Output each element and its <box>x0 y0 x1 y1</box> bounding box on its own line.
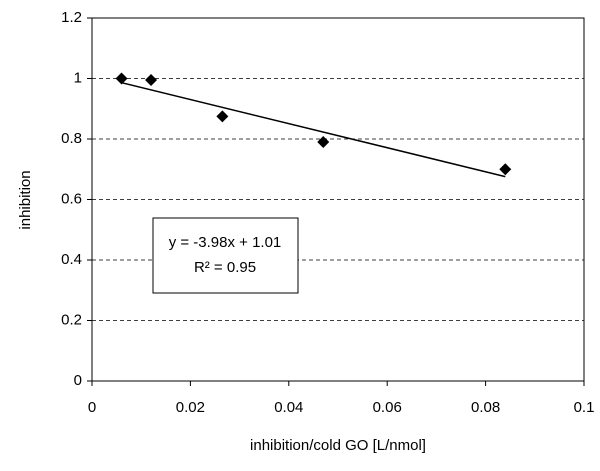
trendline <box>121 81 506 178</box>
equation-text: y = -3.98x + 1.01 <box>169 234 282 251</box>
x-tick-label: 0.1 <box>574 399 595 416</box>
y-tick-label: 0 <box>74 372 82 389</box>
y-tick-label: 0.8 <box>61 130 82 147</box>
equation-box <box>152 217 299 294</box>
x-tick-label: 0 <box>88 399 96 416</box>
data-point <box>317 136 330 149</box>
x-tick-label: 0.02 <box>176 399 205 416</box>
x-tick-label: 0.08 <box>471 399 500 416</box>
x-tick-label: 0.06 <box>373 399 402 416</box>
x-axis-label: inhibition/cold GO [L/nmol] <box>250 437 426 454</box>
y-tick-label: 0.4 <box>61 251 82 268</box>
data-point <box>499 163 512 176</box>
data-point <box>115 72 128 85</box>
y-tick-label: 0.2 <box>61 311 82 328</box>
plot-frame <box>91 17 585 382</box>
data-point <box>216 110 229 123</box>
data-point <box>145 74 158 87</box>
y-tick-label: 1.2 <box>61 9 82 26</box>
y-tick-label: 0.6 <box>61 190 82 207</box>
x-tick-label: 0.04 <box>274 399 303 416</box>
y-axis-label: inhibition <box>17 170 34 229</box>
equation-text: R² = 0.95 <box>194 259 256 276</box>
y-tick-label: 1 <box>74 69 82 86</box>
